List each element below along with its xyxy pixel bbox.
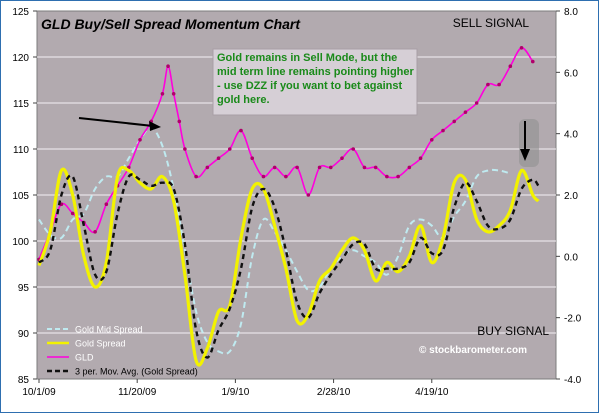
right-tick-label: 4.0 [564, 130, 578, 141]
buy-signal-label: BUY SIGNAL [477, 324, 549, 338]
gld-point [239, 128, 243, 133]
gld-point [519, 46, 524, 50]
x-tick-label: 10/1/09 [22, 387, 56, 398]
gld-point [508, 64, 513, 68]
gld-point [166, 64, 170, 68]
gld-point [216, 156, 221, 160]
gld-point [362, 165, 367, 170]
gld-point [474, 101, 479, 105]
gld-point [205, 165, 210, 170]
x-tick-label: 1/9/10 [221, 387, 249, 398]
gld-point [250, 156, 255, 160]
legend: Gold Mid Spread Gold Spread GLD 3 per. Mov.… [47, 325, 198, 377]
x-tick-label: 11/20/09 [118, 387, 157, 398]
left-tick-label: 125 [12, 7, 29, 18]
gld-point [340, 156, 344, 160]
chart-title: GLD Buy/Sell Spread Momentum Chart [41, 16, 301, 32]
right-tick-label: 0.0 [564, 252, 578, 263]
left-tick-label: 100 [12, 237, 29, 248]
gld-point [497, 82, 501, 87]
annotation-text: Gold remains in Sell Mode, but the mid t… [217, 52, 414, 106]
sell-signal-label: SELL SIGNAL [453, 16, 530, 30]
gld-point [385, 174, 389, 179]
arrow-right-callout [519, 119, 539, 167]
gld-point [93, 230, 97, 234]
legend-label: GLD [75, 353, 94, 363]
gld-point [486, 82, 490, 87]
gld-point [138, 138, 142, 142]
gld-point [418, 156, 423, 160]
gld-point [396, 174, 400, 179]
series-line-gold-spread [37, 165, 540, 367]
gld-point [407, 165, 412, 170]
left-axis: 85 90 95 100 105 110 115 120 125 [12, 7, 37, 386]
right-axis: -4.0 -2.0 0.0 2.0 4.0 6.0 8.0 [556, 7, 582, 386]
gld-point [351, 147, 356, 151]
gld-point [104, 202, 109, 206]
left-tick-label: 95 [18, 283, 30, 294]
gld-point [227, 147, 232, 151]
x-tick-label: 4/19/10 [415, 387, 449, 398]
legend-label: Gold Spread [75, 339, 126, 349]
gld-point [171, 92, 176, 96]
right-tick-label: -4.0 [564, 375, 582, 386]
annotation-box [212, 48, 418, 116]
legend-label: Gold Mid Spread [75, 325, 143, 335]
gld-point [452, 119, 457, 124]
left-tick-label: 85 [18, 375, 30, 386]
annotation-callout: Gold remains in Sell Mode, but the mid t… [212, 48, 418, 116]
gld-point [463, 110, 468, 114]
gld-point [429, 138, 434, 142]
x-tick-label: 2/28/10 [317, 387, 351, 398]
right-tick-label: 2.0 [564, 191, 578, 202]
gld-point [306, 193, 311, 197]
gld-point [183, 147, 187, 151]
legend-label: 3 per. Mov. Avg. (Gold Spread) [75, 367, 198, 377]
gld-point [70, 211, 75, 216]
series-line-3-per-mov-avg-gold-spread [38, 173, 540, 359]
gld-point [373, 165, 378, 170]
watermark: © stockbarometer.com [419, 345, 527, 356]
gld-point [284, 174, 288, 179]
arrow-left-callout [78, 117, 161, 131]
gld-point [272, 165, 277, 170]
gld-point [194, 174, 198, 179]
gld-point [530, 59, 535, 64]
gld-point [441, 128, 445, 133]
gld-point [317, 165, 322, 170]
gld-point [295, 165, 299, 170]
gld-point [177, 119, 182, 124]
right-tick-label: 6.0 [564, 68, 578, 79]
gld-point [328, 165, 333, 170]
left-tick-label: 115 [13, 99, 29, 110]
left-tick-label: 105 [12, 191, 29, 202]
left-tick-label: 110 [13, 145, 29, 156]
left-tick-label: 90 [18, 329, 30, 340]
series-group [37, 46, 540, 367]
left-tick-label: 120 [12, 53, 29, 64]
right-tick-label: -2.0 [564, 314, 582, 325]
right-tick-label: 8.0 [564, 7, 578, 18]
gld-point [160, 92, 165, 96]
x-axis: 10/1/09 11/20/09 1/9/10 2/28/10 4/19/10 [22, 379, 449, 398]
gld-point [261, 174, 266, 179]
